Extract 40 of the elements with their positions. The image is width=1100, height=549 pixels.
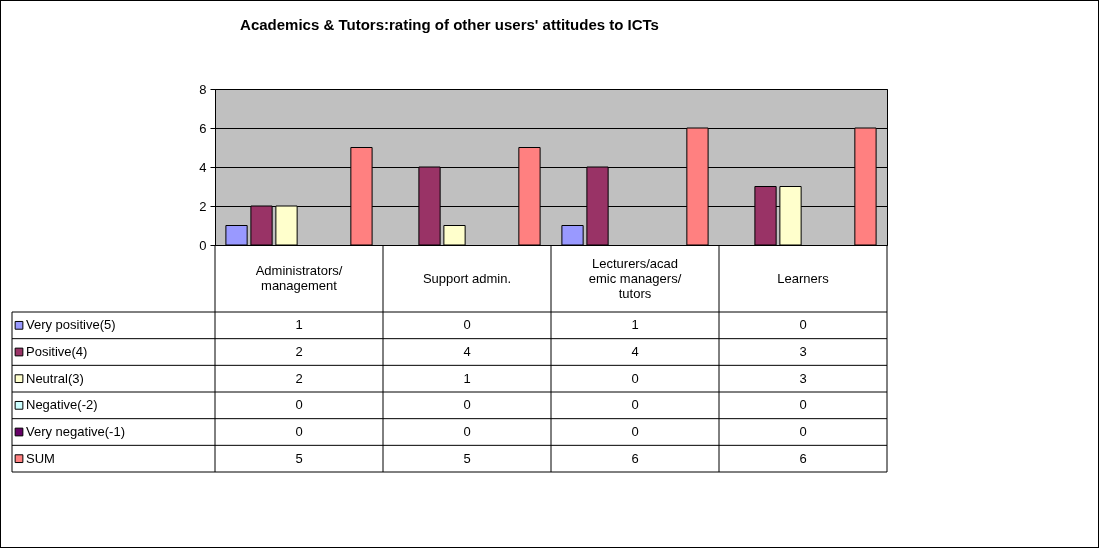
data-label: 4 [631,344,639,359]
y-tick-label: 0 [199,237,207,253]
x-tick-label: Lecturers/academic managers/ tutors [588,255,682,301]
data-label: 0 [463,317,471,333]
x-tick-label: Learners [777,270,830,286]
chart-title: Academics & Tutors:rating of other users' attitudes to ICTs [240,15,659,33]
data-label: 0 [799,397,807,413]
data-label: 0 [631,370,639,386]
data-label: 6 [631,450,639,466]
x-tick-label: Support admin. [422,270,512,286]
data-label: 0 [799,424,807,439]
data-label: 0 [631,424,639,439]
x-tick-label: Administrators/ management [255,263,343,293]
data-label: 4 [463,344,471,359]
data-label: 0 [631,397,639,413]
data-label: 2 [295,370,303,386]
legend-label: Very positive(5) [26,317,116,333]
data-label: 1 [463,370,471,386]
legend-label: Very negative(-1) [26,424,125,439]
legend-label: Neutral(3) [26,370,84,386]
data-label: 3 [799,370,807,386]
data-label: 0 [799,317,807,333]
data-label: 0 [295,397,303,413]
y-tick-label: 4 [199,159,207,175]
y-tick-label: 8 [199,81,207,97]
data-label: 0 [463,424,471,439]
y-tick-label: 2 [199,198,207,214]
data-label: 5 [463,450,471,466]
data-label: 5 [295,450,303,466]
legend-label: Negative(-2) [26,397,98,413]
legend-label: SUM [26,450,55,466]
data-label: 6 [799,450,807,466]
data-label: 0 [295,424,303,439]
data-label: 0 [463,397,471,413]
data-label: 3 [799,344,807,359]
data-label: 1 [631,317,639,333]
y-tick-label: 6 [199,120,207,136]
legend-label: Positive(4) [26,344,88,359]
data-label: 2 [295,344,303,359]
data-label: 1 [295,317,303,333]
